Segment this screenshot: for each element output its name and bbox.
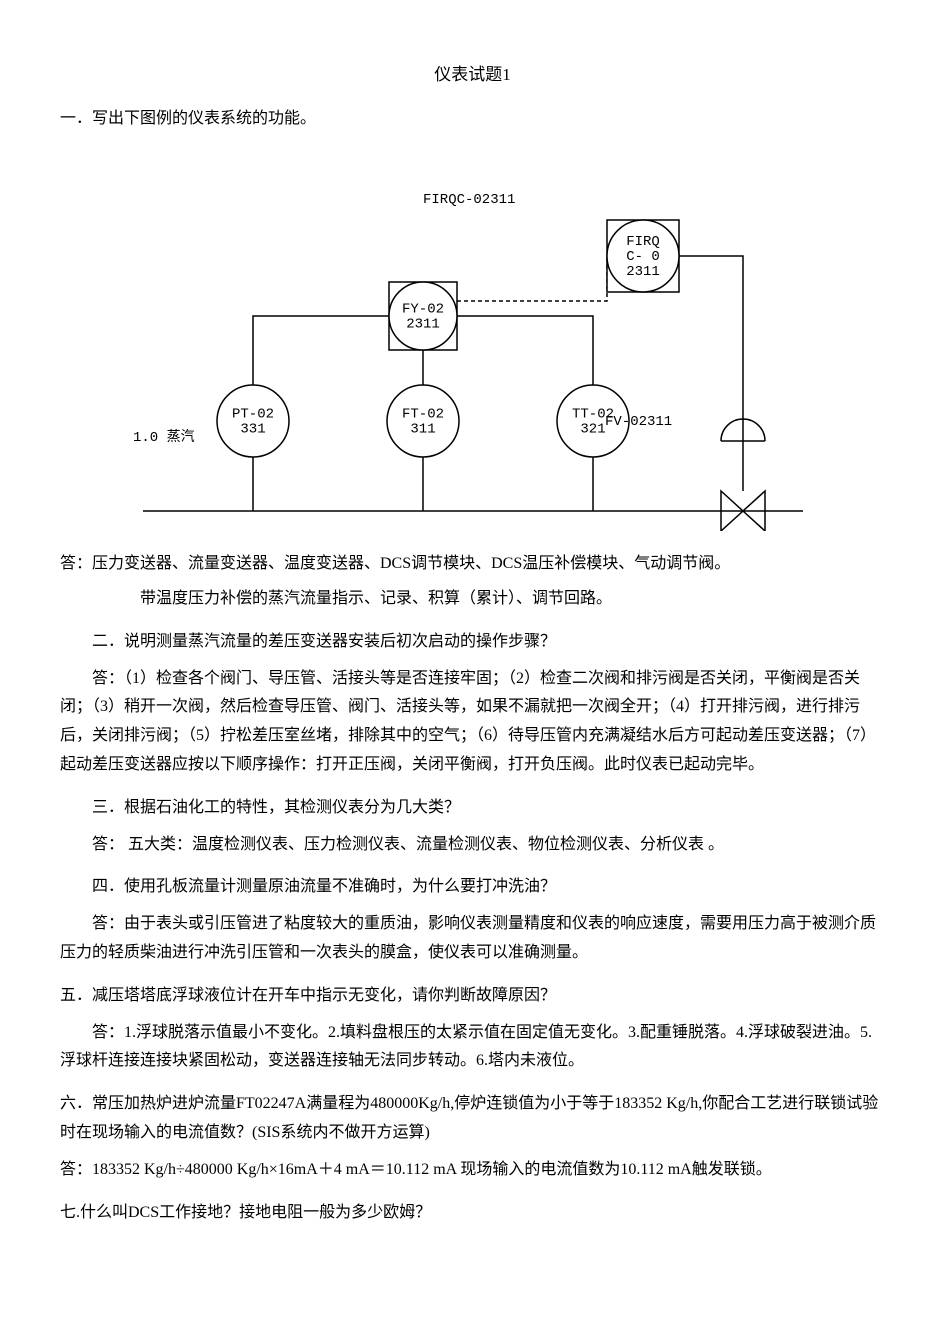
svg-text:FIRQC-02311: FIRQC-02311 [423, 192, 515, 208]
q7-heading: 七.什么叫DCS工作接地？接地电阻一般为多少欧姆？ [60, 1199, 885, 1228]
page-title: 仪表试题1 [60, 60, 885, 91]
svg-text:FIRQ: FIRQ [626, 234, 660, 250]
svg-text:2311: 2311 [626, 264, 660, 280]
q2-heading: 二．说明测量蒸汽流量的差压变送器安装后初次启动的操作步骤？ [60, 628, 885, 657]
svg-text:1.0 蒸汽: 1.0 蒸汽 [133, 429, 195, 446]
svg-text:FV-02311: FV-02311 [605, 414, 672, 430]
q4-heading: 四．使用孔板流量计测量原油流量不准确时，为什么要打冲洗油？ [60, 873, 885, 902]
q4-answer: 答：由于表头或引压管进了粘度较大的重质油，影响仪表测量精度和仪表的响应速度，需要… [60, 910, 885, 968]
pid-diagram: 1.0 蒸汽FIRQC-02311FIRQC- 02311FY-022311PT… [123, 141, 823, 542]
svg-text:2311: 2311 [406, 317, 440, 333]
svg-text:FY-02: FY-02 [401, 302, 443, 318]
svg-text:FT-02: FT-02 [401, 407, 443, 423]
q5-heading: 五．减压塔塔底浮球液位计在开车中指示无变化，请你判断故障原因？ [60, 982, 885, 1011]
svg-text:331: 331 [240, 422, 265, 438]
q1-answer-2: 带温度压力补偿的蒸汽流量指示、记录、积算（累计）、调节回路。 [60, 585, 885, 614]
q2-answer: 答：（1）检查各个阀门、导压管、活接头等是否连接牢固；（2）检查二次阀和排污阀是… [60, 665, 885, 780]
q3-heading: 三．根据石油化工的特性，其检测仪表分为几大类？ [60, 794, 885, 823]
q3-answer: 答： 五大类：温度检测仪表、压力检测仪表、流量检测仪表、物位检测仪表、分析仪表 … [60, 831, 885, 860]
q5-answer: 答：1.浮球脱落示值最小不变化。2.填料盘根压的太紧示值在固定值无变化。3.配重… [60, 1019, 885, 1077]
q1-heading: 一．写出下图例的仪表系统的功能。 [60, 105, 885, 134]
q6-heading: 六．常压加热炉进炉流量FT02247A满量程为480000Kg/h,停炉连锁值为… [60, 1090, 885, 1148]
svg-text:321: 321 [580, 422, 605, 438]
svg-text:C- 0: C- 0 [626, 249, 660, 265]
svg-text:PT-02: PT-02 [231, 407, 273, 423]
svg-text:311: 311 [410, 422, 435, 438]
q6-answer: 答：183352 Kg/h÷480000 Kg/h×16mA＋4 mA＝10.1… [60, 1156, 885, 1185]
q1-answer: 答：压力变送器、流量变送器、温度变送器、DCS调节模块、DCS温压补偿模块、气动… [60, 550, 885, 579]
